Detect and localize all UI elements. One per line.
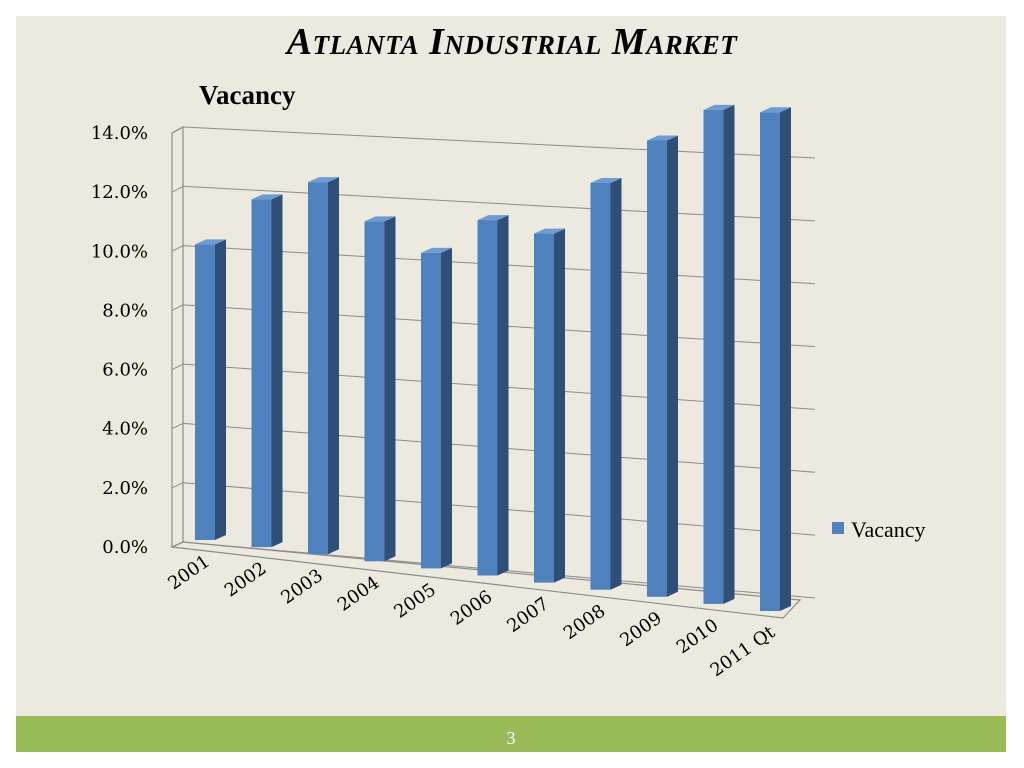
x-tick-label: 2008 xyxy=(560,601,610,644)
slide-background xyxy=(16,16,1006,752)
bar xyxy=(364,216,396,562)
y-tick-label: 2.0% xyxy=(102,478,148,499)
bar-top xyxy=(421,247,452,253)
legend: Vacancy xyxy=(832,517,926,542)
x-tick-label: 2003 xyxy=(277,565,327,608)
y-tick-label: 4.0% xyxy=(102,419,148,440)
wall-gridline xyxy=(171,422,184,430)
bar-side xyxy=(215,239,226,541)
bar-top xyxy=(534,228,565,234)
bar-top xyxy=(760,107,791,113)
y-tick-label: 12.0% xyxy=(91,182,148,203)
legend-label: Vacancy xyxy=(851,517,926,542)
x-tick-label: 2006 xyxy=(447,586,497,629)
x-tick-label: 2005 xyxy=(390,579,440,622)
slide-title: Atlanta Industrial Market xyxy=(286,21,738,63)
bar-front xyxy=(703,109,724,604)
bar-side xyxy=(271,194,283,548)
wall-gridline xyxy=(171,126,184,134)
bar-top xyxy=(195,239,226,245)
bar-side xyxy=(328,177,339,555)
bar-top xyxy=(364,216,396,222)
bar-front xyxy=(364,221,385,562)
bar xyxy=(308,177,339,555)
bar-front xyxy=(308,182,328,555)
y-tick-label: 8.0% xyxy=(102,300,148,321)
bar-top xyxy=(477,215,509,221)
wall-gridline xyxy=(171,363,184,371)
wall-gridline xyxy=(171,245,184,252)
bar xyxy=(534,228,565,583)
x-tick-label: 2004 xyxy=(334,572,384,615)
bar xyxy=(760,107,791,611)
bar xyxy=(251,194,283,548)
bar xyxy=(421,247,452,569)
wall-gridline xyxy=(171,541,184,548)
y-tick-label: 14.0% xyxy=(91,123,148,144)
bar-side xyxy=(384,216,396,562)
bar-side xyxy=(610,177,622,590)
bar-side xyxy=(554,228,565,583)
bar-side xyxy=(441,247,452,569)
bar-top xyxy=(703,104,735,110)
bar xyxy=(703,104,735,604)
bar-top xyxy=(647,135,678,141)
bar-top xyxy=(251,194,283,200)
bar-front xyxy=(477,220,498,576)
bar-front xyxy=(251,199,272,548)
x-tick-label: 2010 xyxy=(673,615,723,658)
y-tick-label: 6.0% xyxy=(102,360,148,381)
bar-front xyxy=(534,233,554,583)
bar xyxy=(647,135,678,597)
legend-swatch xyxy=(832,522,844,534)
bar-top xyxy=(590,177,622,183)
x-axis-labels: 2001 2002 2003 2004 2005 2006 2007 2008 2009 2010… xyxy=(164,551,779,681)
y-axis-ticks: 0.0% 2.0% 4.0% 6.0% 8.0% 10.0% 12.0% 14.0% xyxy=(91,123,148,558)
x-tick-label: 2009 xyxy=(616,608,666,651)
bar xyxy=(477,215,509,576)
bar-front xyxy=(195,244,215,541)
bar-side xyxy=(497,215,509,576)
bar xyxy=(590,177,622,590)
page-number: 3 xyxy=(16,716,1006,752)
bar-front xyxy=(647,140,667,597)
bar xyxy=(195,239,226,541)
bar-top xyxy=(308,177,339,183)
bar-side xyxy=(780,107,791,611)
bar-front xyxy=(421,252,441,569)
bar-front xyxy=(760,112,780,611)
chart-subtitle: Vacancy xyxy=(199,80,296,110)
x-tick-label: 2002 xyxy=(221,558,271,601)
y-tick-label: 0.0% xyxy=(102,537,148,558)
wall-gridline xyxy=(171,185,184,193)
bars xyxy=(195,104,791,611)
x-tick-label: 2001 xyxy=(164,551,214,594)
wall-gridline xyxy=(171,304,184,311)
bar-front xyxy=(590,182,611,590)
x-tick-label: 2007 xyxy=(503,593,553,636)
bar-side xyxy=(667,135,678,597)
bar-side xyxy=(723,104,735,604)
y-tick-label: 10.0% xyxy=(91,241,148,262)
wall-gridline xyxy=(171,482,184,489)
